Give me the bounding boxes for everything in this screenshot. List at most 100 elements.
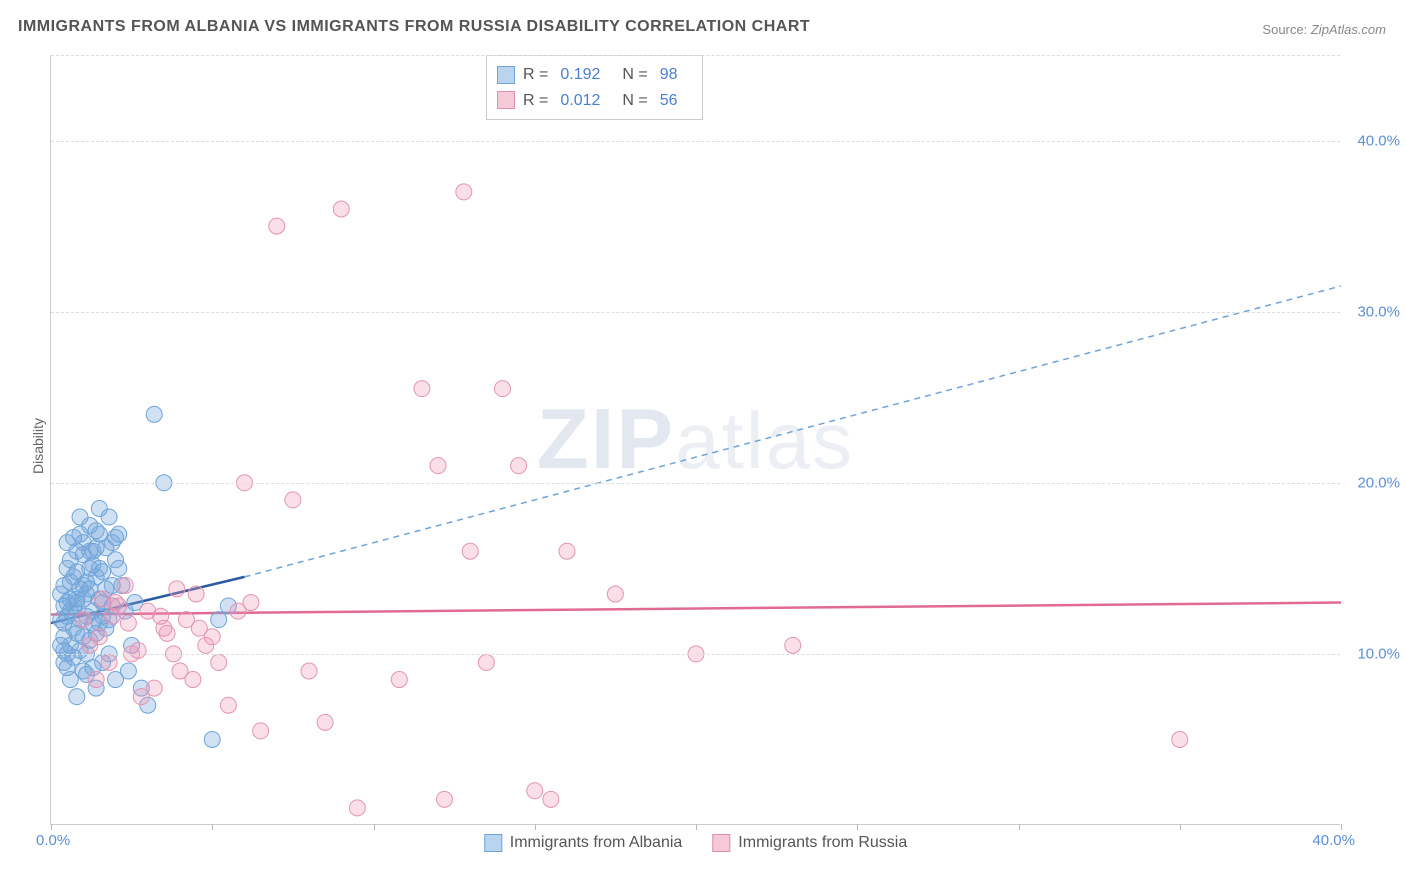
gridline-h [51,654,1340,655]
data-point [198,637,214,653]
x-tick [857,824,858,830]
data-point [269,218,285,234]
x-tick [212,824,213,830]
data-point [211,654,227,670]
x-tick [1019,824,1020,830]
gridline-h [51,312,1340,313]
legend-label-russia: Immigrants from Russia [738,834,907,852]
data-point [478,654,494,670]
y-tick-label: 40.0% [1357,132,1400,149]
data-point [104,608,120,624]
chart-plot-area: ZIPatlas R = 0.192 N = 98 R = 0.012 N = … [50,55,1340,825]
r-value-russia: 0.012 [560,88,600,114]
data-point [456,184,472,200]
x-tick-end: 40.0% [1312,832,1355,849]
data-point [253,723,269,739]
stats-row-russia: R = 0.012 N = 56 [497,88,692,114]
trendline-dashed [245,286,1342,577]
data-point [301,663,317,679]
data-point [72,509,88,525]
data-point [543,791,559,807]
data-point [430,458,446,474]
data-point [111,560,127,576]
data-point [95,591,111,607]
data-point [108,530,124,546]
r-value-albania: 0.192 [560,62,600,88]
n-value-albania: 98 [660,62,678,88]
n-value-russia: 56 [660,88,678,114]
data-point [204,731,220,747]
data-point [785,637,801,653]
data-point [495,381,511,397]
data-point [56,642,72,658]
n-label: N = [622,62,647,88]
stats-legend: R = 0.192 N = 98 R = 0.012 N = 56 [486,55,703,120]
x-tick-start: 0.0% [36,832,70,849]
data-point [88,523,104,539]
data-point [101,654,117,670]
y-tick-label: 20.0% [1357,474,1400,491]
legend-item-albania: Immigrants from Albania [484,834,683,852]
data-point [59,660,75,676]
data-point [391,672,407,688]
data-point [230,603,246,619]
data-point [75,591,91,607]
data-point [462,543,478,559]
data-point [169,581,185,597]
data-point [191,620,207,636]
source-value: ZipAtlas.com [1311,22,1386,37]
data-point [62,552,78,568]
gridline-h [51,483,1340,484]
x-tick [696,824,697,830]
r-label: R = [523,62,548,88]
n-label: N = [622,88,647,114]
scatter-svg [51,55,1340,824]
data-point [607,586,623,602]
source-attribution: Source: ZipAtlas.com [1262,22,1386,37]
r-label: R = [523,88,548,114]
data-point [220,697,236,713]
stats-row-albania: R = 0.192 N = 98 [497,62,692,88]
data-point [66,530,82,546]
data-point [317,714,333,730]
x-tick [374,824,375,830]
data-point [82,637,98,653]
data-point [62,574,78,590]
x-tick [1341,824,1342,830]
data-point [130,642,146,658]
data-point [69,689,85,705]
data-point [188,586,204,602]
data-point [88,672,104,688]
x-tick [535,824,536,830]
y-tick-label: 30.0% [1357,303,1400,320]
data-point [211,612,227,628]
x-tick [1180,824,1181,830]
data-point [285,492,301,508]
data-point [146,406,162,422]
data-point [527,783,543,799]
swatch-albania-bottom [484,834,502,852]
gridline-h [51,141,1340,142]
x-tick [51,824,52,830]
data-point [1172,731,1188,747]
chart-title: IMMIGRANTS FROM ALBANIA VS IMMIGRANTS FR… [18,18,810,36]
series-legend: Immigrants from Albania Immigrants from … [484,834,907,852]
source-label: Source: [1262,22,1307,37]
data-point [133,689,149,705]
data-point [559,543,575,559]
data-point [436,791,452,807]
data-point [159,625,175,641]
data-point [95,564,111,580]
data-point [75,612,91,628]
legend-item-russia: Immigrants from Russia [712,834,907,852]
data-point [349,800,365,816]
swatch-russia [497,91,515,109]
swatch-russia-bottom [712,834,730,852]
data-point [511,458,527,474]
data-point [333,201,349,217]
data-point [117,577,133,593]
data-point [414,381,430,397]
data-point [108,672,124,688]
legend-label-albania: Immigrants from Albania [510,834,683,852]
data-point [120,615,136,631]
